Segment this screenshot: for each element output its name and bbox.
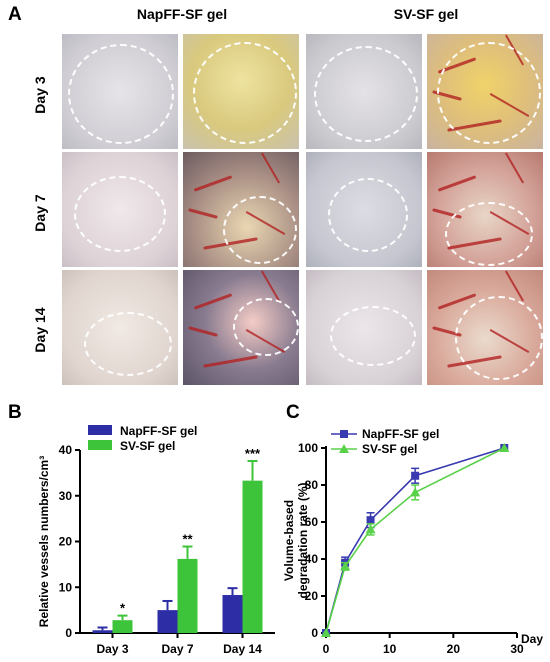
significance-marker: ** <box>182 532 193 547</box>
column-heading-sv: SV-SF gel <box>393 6 459 22</box>
x-axis-label: Day <box>521 632 543 646</box>
gel-boundary-ring <box>328 178 408 252</box>
y-axis-label: Relative vessels numbers/cm³ <box>37 456 51 627</box>
blood-vessel <box>188 326 218 337</box>
y-tick-label: 0 <box>65 626 72 640</box>
bar-napff-sf-gel <box>92 630 113 633</box>
data-point-triangle <box>499 443 510 452</box>
row-label-day14: Day 14 <box>32 307 48 353</box>
gel-boundary-ring <box>314 46 418 142</box>
legend-swatch <box>88 425 112 435</box>
x-tick-label: Day 3 <box>96 642 128 656</box>
data-point-triangle <box>365 524 376 534</box>
legend-marker-triangle <box>339 444 349 453</box>
bar-napff-sf-gel <box>222 595 243 633</box>
gel-boundary-ring <box>445 202 533 266</box>
bar-sv-sf-gel <box>177 558 198 633</box>
data-point-square <box>411 471 420 480</box>
column-heading-napff: NapFF-SF gel <box>136 6 228 22</box>
bar-napff-sf-gel <box>157 610 178 633</box>
y-axis-label-line: degradation rate (%) <box>296 482 310 598</box>
gel-boundary-ring <box>455 296 543 380</box>
x-tick-label: 0 <box>323 642 330 656</box>
panel-label-a: A <box>8 4 22 25</box>
vessel-count-bar-chart: 0 10 20 30 40 Relative vessels numbers/cm³ Day… <box>37 424 275 656</box>
legend-label: NapFF-SF gel <box>120 424 197 438</box>
row-label-day3: Day 3 <box>32 76 48 114</box>
panel-label-b: B <box>8 402 22 423</box>
gel-boundary-ring <box>84 312 172 376</box>
photo-day14-sample-1 <box>62 270 178 385</box>
y-tick-label: 10 <box>59 580 73 594</box>
bar-sv-sf-gel <box>112 620 133 633</box>
significance-marker: *** <box>245 446 261 461</box>
photo-day7-sample-2 <box>183 152 299 267</box>
gel-boundary-ring <box>330 306 416 366</box>
legend-label: NapFF-SF gel <box>362 427 439 441</box>
blood-vessel <box>203 355 258 368</box>
y-tick-label: 0 <box>311 626 318 640</box>
y-tick-label: 20 <box>305 589 319 603</box>
gel-boundary-ring <box>223 196 297 264</box>
x-tick-label: Day 14 <box>223 642 262 656</box>
panel-label-c: C <box>286 402 300 423</box>
legend-label: SV-SF gel <box>120 439 175 453</box>
significance-marker: * <box>120 601 126 616</box>
gel-boundary-ring <box>233 298 299 356</box>
photo-day14-sample-3 <box>306 270 422 385</box>
photo-day7-sample-4 <box>427 152 543 267</box>
y-axis-label: Volume-based degradation rate (%) <box>282 482 310 598</box>
bar-sv-sf-gel <box>242 480 263 633</box>
photo-day7-sample-3 <box>306 152 422 267</box>
blood-vessel <box>260 152 281 184</box>
blood-vessel <box>504 152 525 184</box>
y-tick-label: 20 <box>59 535 73 549</box>
y-axis-label-line: Volume-based <box>282 500 296 581</box>
x-tick-label: 20 <box>447 642 461 656</box>
y-tick-label: 40 <box>59 443 73 457</box>
y-tick-label: 30 <box>59 489 73 503</box>
blood-vessel <box>193 175 233 192</box>
photo-day3-sample-2 <box>183 34 299 149</box>
blood-vessel <box>193 293 233 310</box>
data-point-triangle <box>340 561 351 571</box>
gel-boundary-ring <box>74 176 166 252</box>
y-tick-label: 40 <box>305 552 319 566</box>
legend-marker-square <box>340 430 348 438</box>
x-tick-label: 30 <box>510 642 524 656</box>
gel-boundary-ring <box>193 42 297 144</box>
x-tick-label: 10 <box>383 642 397 656</box>
blood-vessel <box>437 175 477 192</box>
data-point-triangle <box>321 628 331 637</box>
gel-boundary-ring <box>68 44 174 144</box>
photo-day3-sample-4 <box>427 34 543 149</box>
y-tick-label: 100 <box>298 441 318 455</box>
y-tick-label: 80 <box>305 478 319 492</box>
photo-day14-sample-4 <box>427 270 543 385</box>
data-point-triangle <box>410 487 421 497</box>
blood-vessel <box>260 270 281 302</box>
y-tick-label: 60 <box>305 515 319 529</box>
photo-day7-sample-1 <box>62 152 178 267</box>
blood-vessel <box>188 208 218 219</box>
data-point-square <box>366 516 375 525</box>
x-tick-label: Day 7 <box>161 642 193 656</box>
gel-boundary-ring <box>437 42 541 144</box>
row-label-day7: Day 7 <box>32 194 48 232</box>
photo-day3-sample-3 <box>306 34 422 149</box>
legend-label: SV-SF gel <box>362 442 417 456</box>
photo-day3-sample-1 <box>62 34 178 149</box>
photo-day14-sample-2 <box>183 270 299 385</box>
legend-swatch <box>88 440 112 450</box>
